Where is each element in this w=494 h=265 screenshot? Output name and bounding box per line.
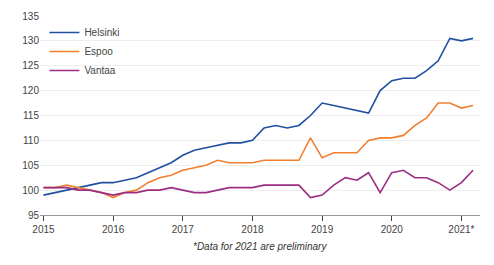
svg-text:120: 120 <box>22 85 39 96</box>
svg-text:135: 135 <box>22 11 39 22</box>
svg-text:Vantaa: Vantaa <box>84 65 115 76</box>
svg-text:2019: 2019 <box>311 224 334 235</box>
svg-text:95: 95 <box>28 210 40 221</box>
svg-text:*Data for 2021 are preliminary: *Data for 2021 are preliminary <box>193 241 327 252</box>
svg-text:110: 110 <box>23 135 39 146</box>
svg-text:Helsinki: Helsinki <box>84 27 119 38</box>
svg-text:105: 105 <box>22 160 39 171</box>
svg-text:100: 100 <box>22 185 39 196</box>
svg-text:2015: 2015 <box>32 224 55 235</box>
svg-text:2016: 2016 <box>102 224 125 235</box>
svg-text:115: 115 <box>23 110 39 121</box>
svg-text:2017: 2017 <box>172 224 195 235</box>
svg-text:2021*: 2021* <box>448 224 474 235</box>
svg-text:Espoo: Espoo <box>84 46 113 57</box>
svg-text:2020: 2020 <box>381 224 404 235</box>
svg-text:2018: 2018 <box>241 224 264 235</box>
svg-text:130: 130 <box>22 35 39 46</box>
svg-text:125: 125 <box>22 60 39 71</box>
